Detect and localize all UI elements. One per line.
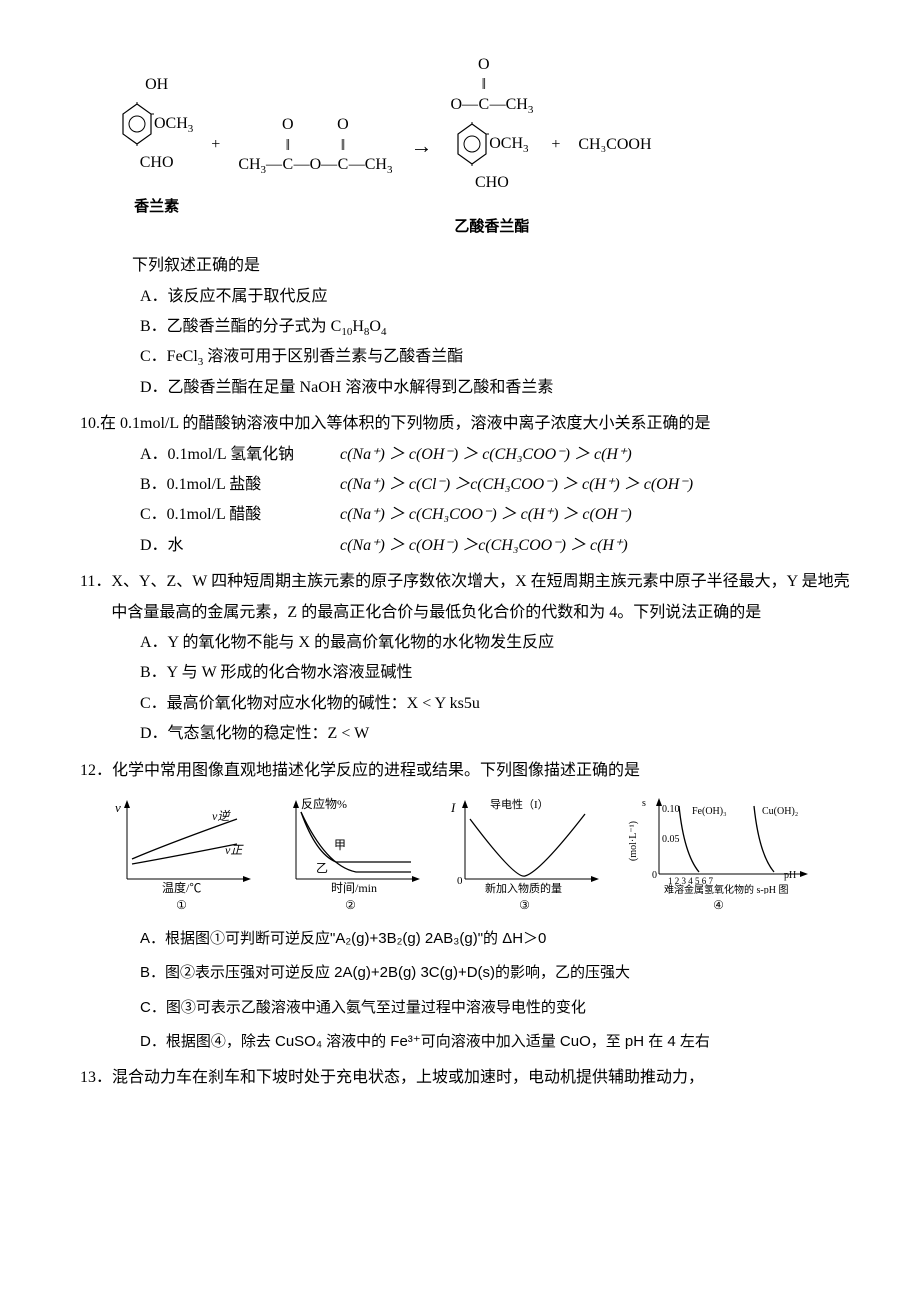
q10-option-c: C．0.1mol/L 醋酸c(Na⁺) ＞ c(CH₃COO⁻) ＞ c(H⁺)… [140, 500, 860, 530]
graph-3: I 导电性（I） 0 新加入物质的量 ③ [445, 794, 605, 917]
q12-graphs: v v逆 v正 温度/℃ ① 反应物% 甲 乙 时间/min ② [100, 794, 820, 917]
q10-stem: 在 0.1mol/L 的醋酸钠溶液中加入等体积的下列物质，溶液中离子浓度大小关系… [100, 409, 860, 439]
reaction-scheme: OH OCH3 CHO 香兰素 + CH3 — O‖C — O — O‖C — … [120, 50, 800, 241]
q11-option-a: A．Y 的氧化物不能与 X 的最高价氧化物的水化物发生反应 [140, 628, 860, 658]
graph-2: 反应物% 甲 乙 时间/min ② [276, 794, 426, 917]
graph-4-number: ④ [713, 894, 724, 917]
svg-text:温度/℃: 温度/℃ [162, 880, 201, 894]
q11-option-b: B．Y 与 W 形成的化合物水溶液显碱性 [140, 658, 860, 688]
svg-text:乙: 乙 [316, 861, 328, 875]
q10-option-a: A．0.1mol/L 氢氧化钠c(Na⁺) ＞ c(OH⁻) ＞ c(CH₃CO… [140, 440, 860, 470]
graph-2-number: ② [345, 894, 356, 917]
svg-text:导电性（I）: 导电性（I） [490, 797, 549, 811]
cho-group: CHO [140, 148, 174, 178]
product-label: 乙酸香兰酯 [454, 213, 529, 242]
q10-option-label: A．0.1mol/L 氢氧化钠 [140, 440, 340, 470]
q11-option-d: D．气态氢化物的稳定性：Z < W [140, 719, 860, 749]
q13-stem: 混合动力车在刹车和下坡时处于充电状态，上坡或加速时，电动机提供辅助推动力， [112, 1063, 860, 1093]
q9-option-c: C．FeCl3 溶液可用于区别香兰素与乙酸香兰酯 [140, 342, 860, 372]
svg-text:0.10: 0.10 [662, 804, 680, 815]
svg-text:v正: v正 [225, 843, 244, 857]
vanillin-label: 香兰素 [134, 193, 179, 222]
cho-group: CHO [475, 168, 509, 198]
q12-number: 12． [80, 756, 112, 786]
q12-option-d: D．根据图④，除去 CuSO₄ 溶液中的 Fe³⁺可向溶液中加入适量 CuO，至… [140, 1028, 860, 1057]
svg-text:0.05: 0.05 [662, 834, 680, 845]
question-11: 11． X、Y、Z、W 四种短周期主族元素的原子序数依次增大，X 在短周期主族元… [60, 567, 860, 749]
product-ester: O— O‖C —CH3 OCH3 CHO 乙酸香兰酯 [450, 50, 533, 241]
q11-option-c: C．最高价氧化物对应水化物的碱性：X < Y ks5u [140, 689, 860, 719]
svg-text:0: 0 [652, 870, 657, 881]
q12-option-c: C．图③可表示乙酸溶液中通入氨气至过量过程中溶液导电性的变化 [140, 994, 860, 1023]
plus-sign: + [211, 130, 220, 160]
svg-text:时间/min: 时间/min [331, 881, 377, 894]
q11-number: 11． [80, 567, 111, 628]
q12-option-b: B．图②表示压强对可逆反应 2A(g)+2B(g) 3C(g)+D(s)的影响，… [140, 959, 860, 988]
q10-number: 10. [80, 409, 100, 439]
svg-text:s: s [642, 798, 646, 809]
q9-option-d: D．乙酸香兰酯在足量 NaOH 溶液中水解得到乙酸和香兰素 [140, 373, 860, 403]
q10-option-b: B．0.1mol/L 盐酸c(Na⁺) ＞ c(Cl⁻) ＞c(CH₃COO⁻)… [140, 470, 860, 500]
q10-option-label: D．水 [140, 531, 340, 561]
q12-stem: 化学中常用图像直观地描述化学反应的进程或结果。下列图像描述正确的是 [112, 756, 860, 786]
question-9-options: 下列叙述正确的是 A．该反应不属于取代反应 B．乙酸香兰酯的分子式为 C10H8… [60, 251, 860, 403]
reactant-vanillin: OH OCH3 CHO 香兰素 [120, 70, 193, 221]
svg-text:难溶金属氢氧化物的 s-pH 图: 难溶金属氢氧化物的 s-pH 图 [664, 883, 788, 894]
svg-text:I: I [450, 800, 456, 815]
plus-sign: + [551, 130, 560, 160]
svg-text:Fe(OH)₃: Fe(OH)₃ [692, 806, 727, 817]
svg-text:新加入物质的量: 新加入物质的量 [485, 881, 562, 894]
svg-text:Cu(OH)₂: Cu(OH)₂ [762, 806, 798, 817]
reaction-arrow-icon: → [410, 125, 432, 167]
benzene-ring-icon [120, 102, 154, 146]
acetic-acid: CH₃COOH [578, 130, 651, 160]
graph-3-number: ③ [519, 894, 530, 917]
q9-option-b: B．乙酸香兰酯的分子式为 C10H8O4 [140, 312, 860, 342]
svg-text:0: 0 [457, 875, 463, 887]
q12-option-a: A．根据图①可判断可逆反应"A₂(g)+3B₂(g) 2AB₃(g)"的 ΔH＞… [140, 925, 860, 954]
svg-text:反应物%: 反应物% [301, 796, 347, 811]
oh-group: OH [145, 70, 168, 100]
benzene-ring-icon [455, 122, 489, 166]
graph-4: 0.10 0.05 0 Fe(OH)₃ Cu(OH)₂ (mol·L⁻¹) s … [624, 794, 814, 917]
question-12: 12． 化学中常用图像直观地描述化学反应的进程或结果。下列图像描述正确的是 v … [60, 756, 860, 1057]
q10-option-d: D．水c(Na⁺) ＞ c(OH⁻) ＞c(CH₃COO⁻) ＞ c(H⁺) [140, 531, 860, 561]
q9-stem: 下列叙述正确的是 [100, 251, 860, 281]
svg-text:v逆: v逆 [212, 809, 231, 823]
q11-stem: X、Y、Z、W 四种短周期主族元素的原子序数依次增大，X 在短周期主族元素中原子… [111, 567, 860, 628]
q10-option-label: C．0.1mol/L 醋酸 [140, 500, 340, 530]
och3-group: OCH3 [489, 129, 528, 159]
q9-option-a: A．该反应不属于取代反应 [140, 282, 860, 312]
och3-group: OCH3 [154, 109, 193, 139]
q13-number: 13． [80, 1063, 112, 1093]
svg-text:(mol·L⁻¹): (mol·L⁻¹) [628, 821, 639, 861]
q10-option-expression: c(Na⁺) ＞ c(Cl⁻) ＞c(CH₃COO⁻) ＞ c(H⁺) ＞ c(… [340, 470, 693, 500]
acetic-anhydride: CH3 — O‖C — O — O‖C — CH3 [238, 110, 392, 180]
q10-option-expression: c(Na⁺) ＞ c(CH₃COO⁻) ＞ c(H⁺) ＞ c(OH⁻) [340, 500, 632, 530]
svg-text:pH: pH [784, 870, 796, 881]
q10-option-label: B．0.1mol/L 盐酸 [140, 470, 340, 500]
svg-text:甲: 甲 [334, 838, 346, 852]
question-10: 10. 在 0.1mol/L 的醋酸钠溶液中加入等体积的下列物质，溶液中离子浓度… [60, 409, 860, 561]
graph-1-number: ① [176, 894, 187, 917]
question-13: 13． 混合动力车在刹车和下坡时处于充电状态，上坡或加速时，电动机提供辅助推动力… [60, 1063, 860, 1093]
graph-1: v v逆 v正 温度/℃ ① [107, 794, 257, 917]
q10-option-expression: c(Na⁺) ＞ c(OH⁻) ＞ c(CH₃COO⁻) ＞ c(H⁺) [340, 440, 632, 470]
svg-text:v: v [115, 800, 121, 815]
q10-option-expression: c(Na⁺) ＞ c(OH⁻) ＞c(CH₃COO⁻) ＞ c(H⁺) [340, 531, 628, 561]
